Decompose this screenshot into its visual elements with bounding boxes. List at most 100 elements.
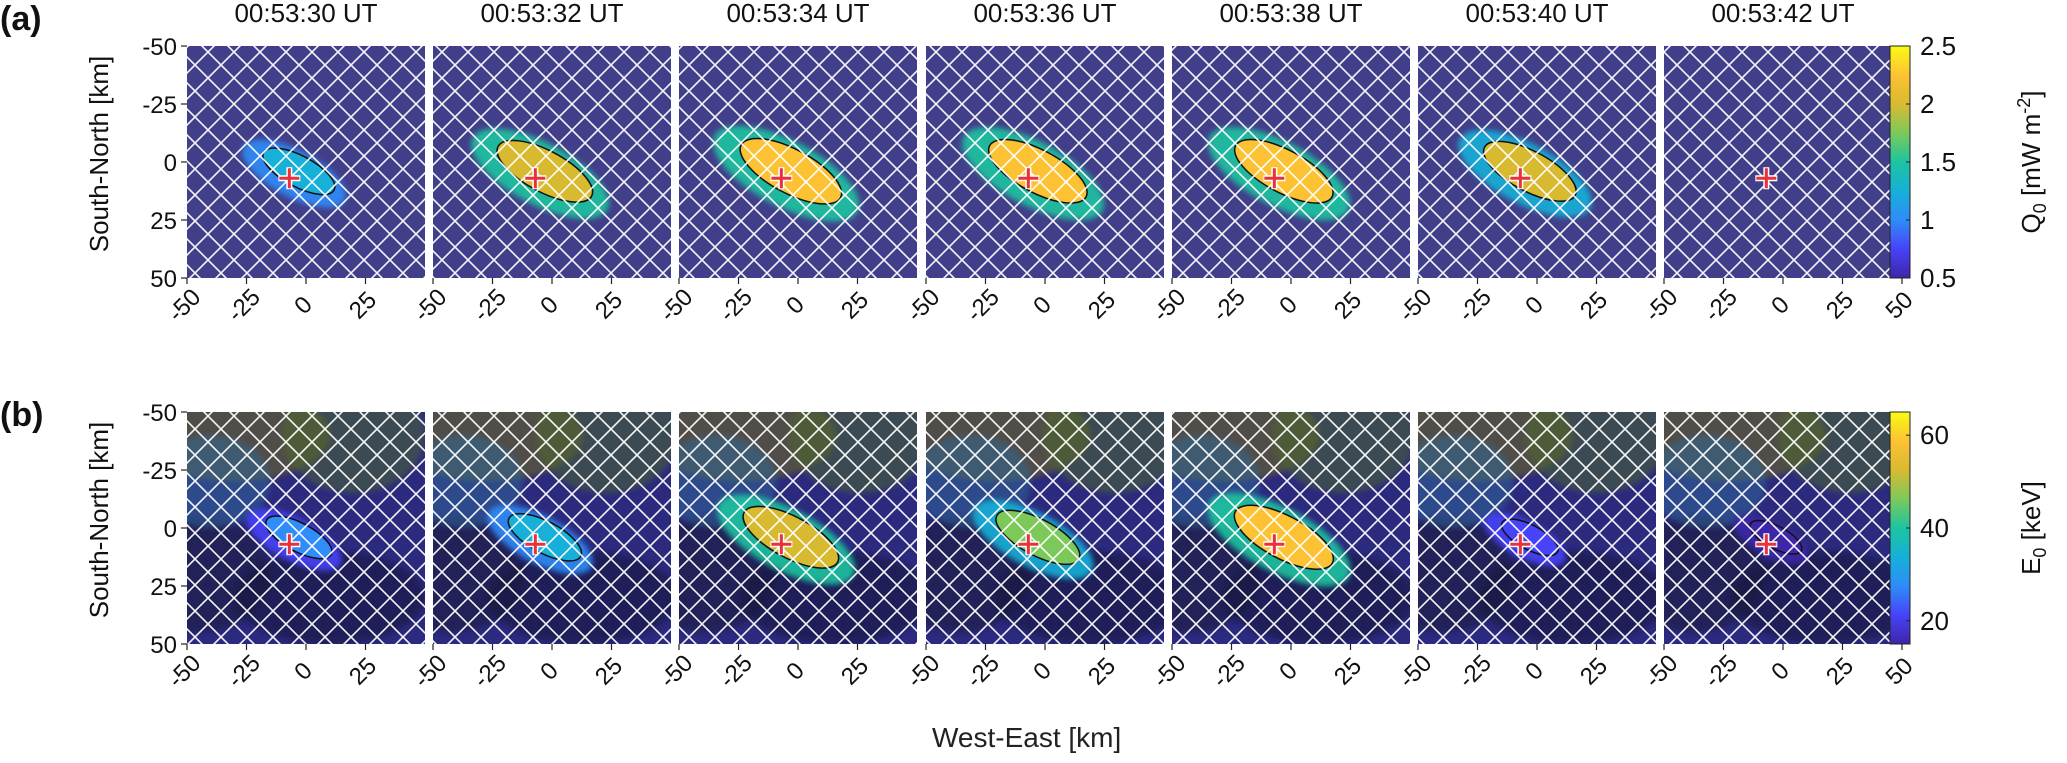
- x-tick-label: 25: [1575, 653, 1613, 691]
- mask-hatch: [1418, 46, 1656, 278]
- x-tick-label: 25: [1329, 653, 1367, 691]
- marker-cross: [279, 534, 300, 555]
- x-tick-label: 25: [344, 287, 382, 325]
- x-tick-label: -50: [409, 284, 453, 328]
- x-tick-label: -50: [1640, 650, 1684, 694]
- x-tick-label: 0: [535, 657, 564, 686]
- y-axis-title: South-North [km]: [84, 422, 114, 619]
- x-tick-label: 50: [1881, 287, 1919, 325]
- mask-hatch: [679, 412, 917, 644]
- y-tick-label: -25: [142, 92, 177, 119]
- x-tick-label: -25: [468, 284, 512, 328]
- y-tick-label: 25: [150, 574, 177, 601]
- x-tick-label: -50: [409, 650, 453, 694]
- x-tick-label: -25: [961, 650, 1005, 694]
- x-tick-label: 25: [836, 287, 874, 325]
- mask-hatch: [187, 412, 425, 644]
- x-tick-label: -50: [1148, 284, 1192, 328]
- panel-a-4: -50 -25 0 25 00:53:36 UT: [902, 0, 1164, 327]
- x-tick-label: -25: [1699, 650, 1743, 694]
- x-tick-label: -50: [1394, 650, 1438, 694]
- x-tick-label: 25: [1329, 287, 1367, 325]
- mask-hatch: [433, 46, 671, 278]
- panel-time-title: 00:53:32 UT: [480, 0, 623, 28]
- marker-cross: [1510, 168, 1531, 189]
- x-tick-label: 0: [289, 291, 318, 320]
- panel-b-6: -50 -25 0 25: [1394, 412, 1656, 694]
- mask-hatch: [1172, 46, 1410, 278]
- panel-time-title: 00:53:40 UT: [1465, 0, 1608, 28]
- panel-b-5: -50 -25 0 25: [1148, 412, 1410, 694]
- x-tick-label: 25: [1575, 287, 1613, 325]
- marker-cross: [279, 168, 300, 189]
- mask-hatch: [187, 46, 425, 278]
- y-axis-title: South-North [km]: [84, 56, 114, 253]
- x-tick-label: 0: [1274, 657, 1303, 686]
- x-tick-label: 25: [344, 653, 382, 691]
- x-tick-label: 25: [1083, 653, 1121, 691]
- x-tick-label: 25: [1821, 653, 1859, 691]
- panel-b-4: -50 -25 0 25: [902, 412, 1164, 694]
- x-tick-label: -25: [1699, 284, 1743, 328]
- x-tick-label: 0: [1766, 291, 1795, 320]
- x-tick-label: -50: [1148, 650, 1192, 694]
- x-tick-label: 0: [1028, 657, 1057, 686]
- x-tick-label: 25: [1821, 287, 1859, 325]
- marker-cross: [1018, 168, 1039, 189]
- x-tick-label: -25: [1453, 284, 1497, 328]
- mask-hatch: [433, 412, 671, 644]
- x-tick-label: 25: [836, 653, 874, 691]
- y-tick-label: 0: [164, 150, 177, 177]
- panel-a-2: -50 -25 0 25 00:53:32 UT: [409, 0, 671, 327]
- panel-a-6: -50 -25 0 25 00:53:40 UT: [1394, 0, 1656, 327]
- x-tick-label: -25: [714, 284, 758, 328]
- x-tick-label: 50: [1881, 653, 1919, 691]
- x-tick-label: 0: [535, 291, 564, 320]
- x-tick-label: -50: [1394, 284, 1438, 328]
- y-tick-label: 25: [150, 208, 177, 235]
- marker-cross: [1510, 534, 1531, 555]
- y-tick-label: 50: [150, 632, 177, 659]
- marker-cross: [1756, 168, 1777, 189]
- colorbar-a: 2.5 2 1.5 1 0.5 Q0 [mW m-2]: [1889, 31, 2050, 293]
- x-tick-label: -25: [222, 650, 266, 694]
- y-tick-label: -50: [142, 400, 177, 427]
- colorbar-tick-label: 2: [1920, 89, 1934, 119]
- marker-cross: [1756, 534, 1777, 555]
- panel-a-5: -50 -25 0 25 00:53:38 UT: [1148, 0, 1410, 327]
- x-axis-title: West-East [km]: [932, 722, 1122, 753]
- x-tick-label: 0: [1520, 657, 1549, 686]
- colorbar-tick-label: 0.5: [1920, 263, 1956, 293]
- mask-hatch: [926, 412, 1164, 644]
- mask-hatch: [1418, 412, 1656, 644]
- marker-cross: [1018, 534, 1039, 555]
- panel-a-3: -50 -25 0 25 00:53:34 UT: [655, 0, 917, 327]
- mask-hatch: [1664, 412, 1902, 644]
- colorbar-label: Q0 [mW m-2]: [2014, 90, 2050, 233]
- panel-label-a: (a): [0, 0, 42, 38]
- panel-time-title: 00:53:36 UT: [973, 0, 1116, 28]
- x-tick-label: 0: [1028, 291, 1057, 320]
- panel-b-2: -50 -25 0 25: [409, 412, 671, 694]
- x-tick-label: -25: [1207, 284, 1251, 328]
- x-tick-label: -50: [655, 650, 699, 694]
- mask-hatch: [926, 46, 1164, 278]
- mask-hatch: [1664, 46, 1902, 278]
- x-tick-label: 0: [1274, 291, 1303, 320]
- x-tick-label: -25: [714, 650, 758, 694]
- x-tick-label: 25: [590, 653, 628, 691]
- x-tick-label: 0: [781, 657, 810, 686]
- panel-b-7: -50 -25 0 25 50: [1640, 412, 1919, 694]
- x-tick-label: 0: [289, 657, 318, 686]
- panel-time-title: 00:53:38 UT: [1219, 0, 1362, 28]
- mask-hatch: [1172, 412, 1410, 644]
- y-tick-label: -50: [142, 34, 177, 61]
- colorbar-tick-label: 40: [1920, 513, 1949, 543]
- x-tick-label: -50: [655, 284, 699, 328]
- colorbar-tick-label: 1.5: [1920, 147, 1956, 177]
- x-tick-label: -25: [222, 284, 266, 328]
- x-tick-label: 0: [781, 291, 810, 320]
